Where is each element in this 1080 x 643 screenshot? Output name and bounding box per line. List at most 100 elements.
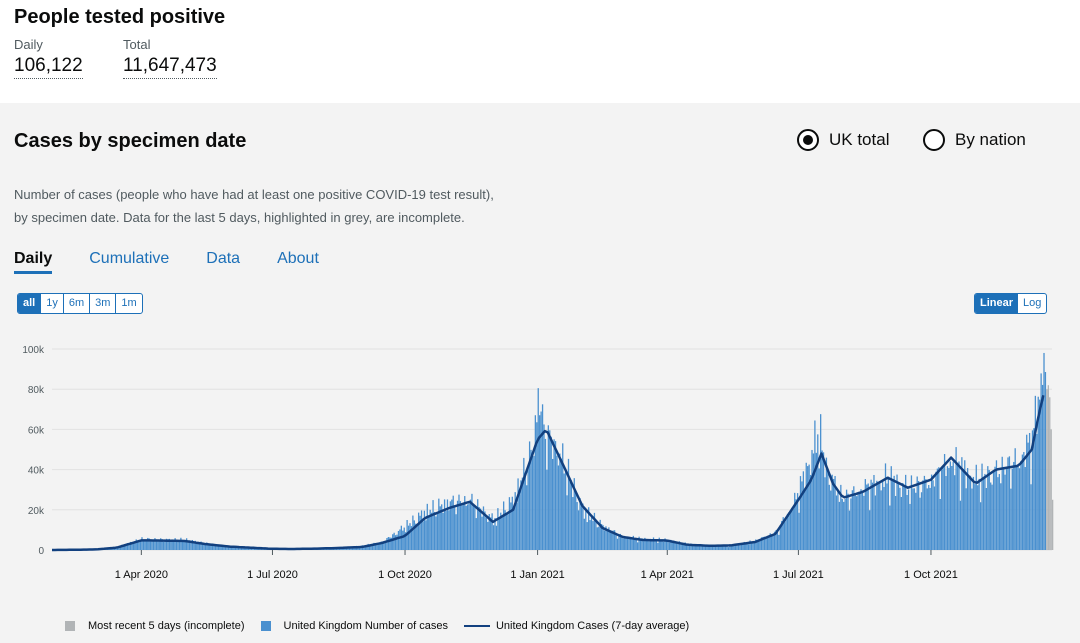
daily-cases-bar: [910, 475, 913, 550]
daily-cases-bar: [588, 507, 590, 550]
daily-cases-bar: [178, 540, 181, 550]
daily-cases-bar: [141, 537, 143, 550]
daily-cases-bar: [662, 541, 665, 550]
daily-cases-bar: [703, 544, 705, 550]
daily-cases-bar: [671, 540, 673, 550]
scale-log-button[interactable]: Log: [1023, 297, 1042, 309]
range-1m-button[interactable]: 1m: [121, 297, 137, 309]
daily-cases-bar: [1024, 467, 1026, 550]
daily-cases-bar: [919, 497, 921, 550]
daily-cases-bar: [690, 543, 692, 550]
daily-cases-bar: [211, 543, 214, 550]
daily-cases-bar: [249, 547, 251, 550]
daily-cases-bar: [191, 539, 194, 550]
daily-cases-bar: [374, 544, 377, 550]
daily-cases-bar: [595, 521, 597, 550]
range-all-button[interactable]: all: [18, 294, 42, 313]
daily-cases-bar: [765, 538, 767, 550]
daily-cases-bar: [387, 537, 390, 550]
daily-value[interactable]: 106,122: [14, 55, 83, 79]
tab-data[interactable]: Data: [206, 250, 241, 267]
daily-cases-bar: [456, 500, 459, 550]
x-tick-label: 1 Jul 2020: [247, 569, 298, 581]
daily-cases-bar: [217, 544, 220, 550]
daily-cases-bar: [167, 539, 169, 550]
x-tick-label: 1 Oct 2021: [904, 569, 958, 581]
daily-cases-bar: [1023, 452, 1025, 550]
daily-cases-bar: [837, 489, 839, 550]
daily-cases-bar: [386, 538, 388, 550]
daily-cases-bar: [547, 425, 549, 550]
daily-cases-bar: [157, 540, 159, 550]
daily-cases-bar: [641, 538, 643, 550]
daily-cases-bar: [586, 522, 588, 550]
daily-cases-bar: [678, 541, 681, 550]
daily-cases-bar: [1020, 460, 1022, 550]
daily-cases-bar: [1031, 430, 1034, 550]
tab-cumulative[interactable]: Cumulative: [89, 250, 170, 267]
daily-cases-bar: [783, 522, 786, 550]
daily-cases-bar: [416, 524, 418, 550]
scale-linear-button[interactable]: Linear: [975, 294, 1019, 313]
legend-label: United Kingdom Number of cases: [283, 620, 448, 632]
legend-swatch-blue: [260, 621, 271, 631]
daily-cases-bar: [576, 502, 578, 550]
daily-cases-bar: [658, 537, 660, 550]
legend-item-cases: United Kingdom Number of cases: [260, 620, 448, 632]
daily-cases-bar: [423, 510, 426, 550]
radio-by-nation[interactable]: By nation: [923, 129, 1026, 151]
daily-cases-bar: [366, 545, 368, 550]
daily-cases-bar: [946, 466, 949, 550]
daily-cases-bar: [396, 534, 398, 550]
daily-cases-bar: [497, 508, 499, 550]
daily-cases-bar: [621, 535, 623, 550]
y-tick-label: 80k: [28, 385, 45, 396]
range-3m-button[interactable]: 3m: [90, 294, 117, 313]
daily-cases-bar: [501, 516, 503, 550]
radio-uk-total[interactable]: UK total: [797, 129, 889, 151]
incomplete-bar: [1049, 397, 1051, 550]
daily-cases-bar: [433, 511, 436, 550]
total-value[interactable]: 11,647,473: [123, 55, 217, 79]
tab-daily[interactable]: Daily: [14, 250, 53, 274]
daily-cases-bar: [861, 491, 864, 550]
daily-cases-bar: [657, 542, 659, 550]
daily-cases-bar: [935, 471, 937, 550]
daily-cases-bar: [820, 414, 822, 550]
daily-cases-bar: [726, 545, 728, 550]
daily-cases-bar: [190, 542, 192, 550]
daily-cases-bar: [687, 545, 689, 550]
daily-cases-bar: [886, 483, 888, 550]
daily-cases-bar: [814, 420, 816, 550]
daily-cases-bar: [818, 468, 820, 550]
daily-cases-bar: [229, 546, 231, 550]
daily-cases-bar: [523, 457, 525, 550]
daily-cases-bar: [982, 476, 985, 550]
daily-cases-bar: [598, 526, 600, 550]
range-6m-button[interactable]: 6m: [64, 294, 91, 313]
daily-cases-bar: [994, 466, 996, 550]
x-tick-label: 1 Apr 2021: [641, 569, 694, 581]
daily-cases-bar: [717, 545, 720, 550]
page-title: People tested positive: [14, 6, 226, 28]
daily-cases-bar: [742, 543, 744, 550]
tab-about[interactable]: About: [277, 250, 319, 267]
daily-cases-bar: [430, 512, 433, 550]
daily-cases-bar: [791, 507, 793, 550]
daily-cases-bar: [562, 443, 564, 550]
daily-cases-bar: [730, 545, 732, 550]
daily-cases-bar: [951, 465, 953, 550]
daily-cases-bar: [206, 542, 208, 550]
daily-metric: Daily 106,122: [14, 37, 83, 79]
daily-cases-bar: [917, 481, 920, 550]
range-1y-button[interactable]: 1y: [41, 294, 64, 313]
daily-cases-bar: [949, 461, 951, 550]
radio-nation-label: By nation: [955, 130, 1026, 149]
daily-cases-bar: [596, 527, 598, 550]
daily-cases-bar: [691, 543, 694, 550]
daily-cases-bar: [962, 468, 964, 550]
daily-cases-bar: [608, 527, 610, 550]
total-metric: Total 11,647,473: [123, 37, 217, 79]
daily-cases-bar: [1013, 461, 1015, 550]
daily-cases-bar: [1001, 456, 1003, 550]
